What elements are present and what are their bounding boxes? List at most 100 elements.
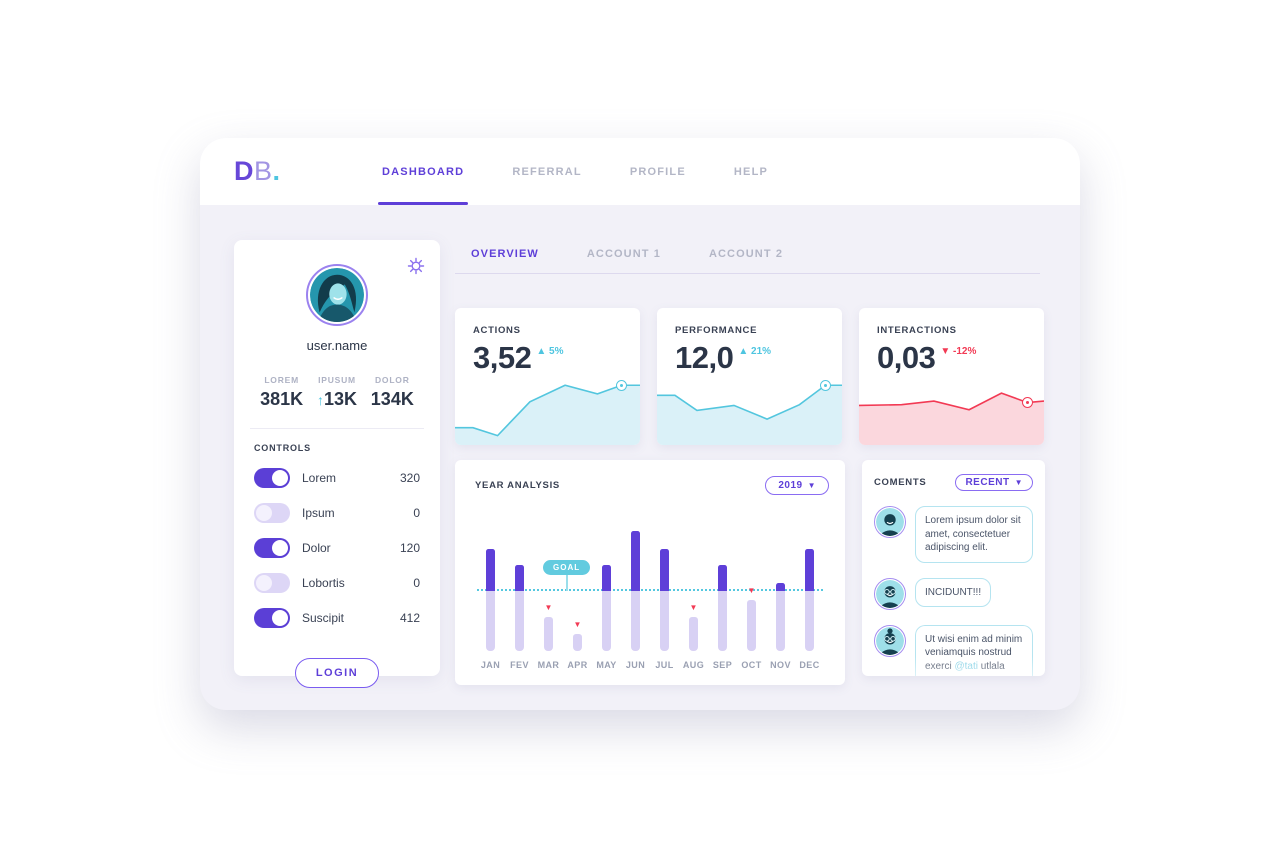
bar-segment-base (718, 591, 727, 651)
control-label: Lorem (302, 471, 337, 485)
comment-bubble: Lorem ipsum dolor sit amet, consectetuer… (915, 506, 1033, 563)
user-stat-dolor: DOLOR 134K (365, 375, 420, 410)
comments-filter-dropdown[interactable]: RECENT ▼ (955, 474, 1033, 491)
control-value: 0 (413, 506, 420, 520)
comments-header: COMENTS RECENT ▼ (874, 474, 1033, 491)
logo-letter-b: B (254, 156, 273, 186)
month-label: JUN (625, 660, 646, 670)
bar-segment-above-goal (660, 549, 669, 591)
user-stat-label: IPUSUM (318, 375, 356, 385)
stat-card-value: 0,03 (877, 340, 936, 375)
year-dropdown-value: 2019 (778, 480, 803, 491)
user-avatar[interactable] (306, 264, 368, 326)
bar-segment-base (515, 591, 524, 651)
control-row-lobortis: Lobortis 0 (254, 573, 420, 593)
nav-item-help[interactable]: HELP (733, 165, 769, 178)
top-navigation: DB. DASHBOARD REFERRAL PROFILE HELP (200, 138, 1080, 205)
comments-filter-value: RECENT (965, 477, 1010, 488)
bar-columns: JAN FEV ▼ MAR ▼ APR MAY JUN JUL ▼ AUG SEP ▼ OCT NOV DEC (477, 508, 823, 675)
toggle-lobortis[interactable] (254, 573, 290, 593)
stat-card-delta: ▼ -12% (940, 346, 977, 357)
bar-segment-base (573, 634, 582, 651)
user-stat-lorem: LOREM 381K (254, 375, 309, 410)
month-label: MAY (596, 660, 617, 670)
toggle-knob (272, 610, 288, 626)
toggle-ipsum[interactable] (254, 503, 290, 523)
account-tabs: OVERVIEW ACCOUNT 1 ACCOUNT 2 (455, 242, 1040, 274)
bar-column-sep: SEP (709, 508, 736, 675)
nav-menu: DASHBOARD REFERRAL PROFILE HELP (358, 138, 792, 205)
bar-segment-above-goal (718, 565, 727, 591)
goal-label: GOAL (543, 560, 591, 575)
month-label: MAR (537, 660, 560, 670)
toggle-lorem[interactable] (254, 468, 290, 488)
tab-account-2[interactable]: ACCOUNT 2 (708, 248, 784, 260)
bar-column-oct: ▼ OCT (738, 508, 765, 675)
month-label: JAN (480, 660, 501, 670)
bar-segment-base (689, 617, 698, 651)
bar-segment-above-goal (515, 565, 524, 591)
toggle-knob (272, 540, 288, 556)
control-row-suscipit: Suscipit 412 (254, 608, 420, 628)
control-label: Suscipit (302, 611, 345, 625)
comments-card: COMENTS RECENT ▼ Lorem ipsum dolor sit a… (862, 460, 1045, 676)
comment-avatar-icon (874, 624, 906, 657)
stat-card-value-row: 12,0 ▲ 21% (657, 336, 842, 376)
year-analysis-header: YEAR ANALYSIS 2019 ▼ (455, 460, 845, 495)
chevron-down-icon: ▼ (1014, 478, 1023, 487)
goal-line (477, 589, 823, 591)
bar-segment-above-goal (776, 583, 785, 591)
stat-card-value-row: 3,52 ▲ 5% (455, 336, 640, 376)
toggle-knob (256, 575, 272, 591)
below-goal-marker-icon: ▼ (747, 586, 756, 595)
toggle-suscipit[interactable] (254, 608, 290, 628)
bar-segment-base (805, 591, 814, 651)
control-row-dolor: Dolor 120 (254, 538, 420, 558)
control-value: 0 (413, 576, 420, 590)
goal-stem (565, 575, 568, 591)
year-dropdown[interactable]: 2019 ▼ (765, 476, 829, 495)
performance-sparkline (657, 373, 842, 445)
below-goal-marker-icon: ▼ (689, 603, 698, 612)
divider (250, 428, 424, 429)
below-goal-marker-icon: ▼ (544, 603, 553, 612)
comment-row: Lorem ipsum dolor sit amet, consectetuer… (874, 506, 1033, 563)
performance-card: PERFORMANCE 12,0 ▲ 21% (657, 308, 842, 445)
month-label: AUG (682, 660, 705, 670)
year-analysis-card: YEAR ANALYSIS 2019 ▼ JAN FEV ▼ MAR ▼ APR MAY JU… (455, 460, 845, 685)
tab-account-1[interactable]: ACCOUNT 1 (586, 248, 661, 260)
interactions-sparkline (859, 373, 1044, 445)
control-value: 320 (399, 471, 420, 485)
stat-card-title: PERFORMANCE (675, 325, 758, 336)
control-value: 412 (399, 611, 420, 625)
month-label: FEV (510, 660, 529, 670)
tab-overview[interactable]: OVERVIEW (471, 248, 539, 260)
sparkline-marker (819, 379, 831, 391)
logo-dot: . (272, 156, 281, 186)
year-analysis-chart: JAN FEV ▼ MAR ▼ APR MAY JUN JUL ▼ AUG SEP ▼ OCT NOV DEC… (477, 508, 823, 675)
bar-column-dec: DEC (796, 508, 823, 675)
brand-logo: DB. (234, 156, 326, 187)
stat-card-title: INTERACTIONS (877, 325, 957, 336)
comment-bubble: INCIDUNT!!! (915, 577, 992, 607)
comments-list: Lorem ipsum dolor sit amet, consectetuer… (874, 506, 1033, 676)
controls-list: Lorem 320 Ipsum 0 Dolor 120 Lobortis 0 Suscipit 4… (254, 468, 420, 628)
username: user.name (306, 338, 368, 353)
login-button[interactable]: LOGIN (295, 658, 379, 688)
stat-card-delta: ▲ 21% (738, 346, 772, 357)
comments-title: COMENTS (874, 477, 927, 488)
toggle-dolor[interactable] (254, 538, 290, 558)
nav-item-dashboard[interactable]: DASHBOARD (358, 138, 488, 205)
nav-item-referral[interactable]: REFERRAL (512, 165, 582, 178)
month-label: DEC (799, 660, 820, 670)
bar-column-jul: JUL (651, 508, 678, 675)
controls-title: CONTROLS (254, 443, 311, 453)
nav-item-profile[interactable]: PROFILE (629, 165, 686, 178)
toggle-knob (256, 505, 272, 521)
bar-column-apr: ▼ APR (564, 508, 591, 675)
settings-gear-icon[interactable] (406, 256, 426, 276)
stat-card-delta: ▲ 5% (536, 346, 564, 357)
sparkline-marker (616, 379, 627, 391)
bar-segment-above-goal (805, 549, 814, 591)
bar-segment-above-goal (602, 565, 611, 591)
